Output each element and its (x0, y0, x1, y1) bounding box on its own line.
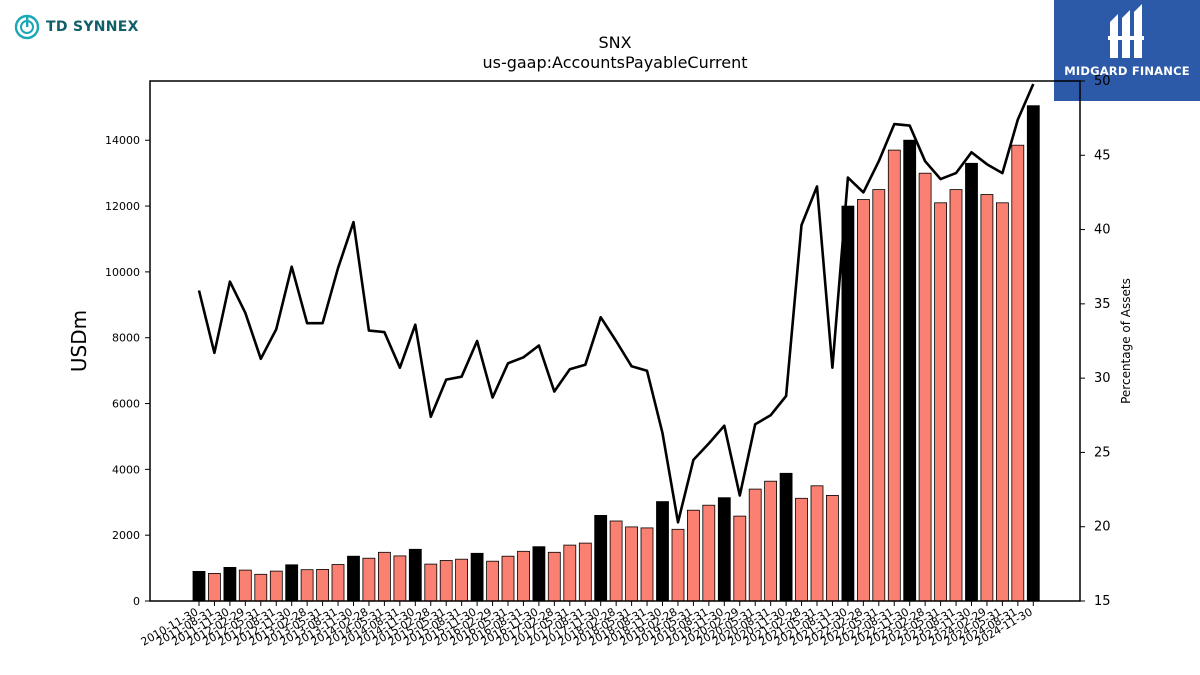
y-tick-label-12000: 12000 (105, 200, 140, 213)
right-axis-ticks: 15 20 25 30 35 40 45 50 (1080, 74, 1111, 609)
y2-tick-label-25: 25 (1094, 445, 1111, 460)
plot-frame (149, 80, 1081, 602)
bar-2013-02-28 (300, 569, 314, 602)
bar-2017-05-31 (563, 544, 577, 602)
bar-2023-11-30 (965, 162, 978, 602)
y-tick-label-2000: 2000 (112, 529, 140, 542)
y-tick-label-0: 0 (133, 595, 140, 608)
bar-2021-08-31 (826, 494, 839, 602)
y-tick-label-6000: 6000 (112, 398, 140, 411)
td-synnex-logo-text: TD SYNNEX (46, 19, 139, 35)
y2-tick-label-45: 45 (1094, 148, 1111, 163)
bar-2012-05-31 (254, 573, 268, 602)
chart-subtitle: us-gaap:AccountsPayableCurrent (482, 53, 748, 72)
y-tick-label-14000: 14000 (105, 134, 140, 147)
y2-tick-label-20: 20 (1094, 520, 1111, 535)
bar-2020-11-30 (779, 472, 793, 602)
bar-2014-05-31 (377, 551, 391, 602)
bar-2021-02-28 (795, 497, 808, 602)
bar-2012-08-31 (269, 570, 283, 602)
y-axis-label: USDm (67, 310, 91, 372)
line-group (197, 83, 1035, 524)
bar-2022-08-31 (887, 149, 901, 602)
y2-tick-label-40: 40 (1094, 223, 1111, 238)
bar-2018-08-31 (640, 527, 654, 602)
td-synnex-logo: TD SYNNEX (14, 14, 139, 40)
bar-2016-02-29 (486, 560, 500, 602)
bar-2020-02-29 (733, 515, 747, 602)
bar-2017-08-31 (578, 542, 592, 602)
percentage-of-assets-line (197, 83, 1035, 524)
bar-2022-02-28 (857, 199, 870, 602)
bar-2020-05-31 (748, 488, 762, 602)
bar-2021-05-31 (810, 485, 824, 602)
y2-tick-label-50: 50 (1094, 74, 1111, 89)
y2-tick-label-15: 15 (1094, 594, 1111, 609)
bar-2016-08-31 (517, 550, 530, 602)
bar-2015-11-30 (470, 552, 484, 602)
bar-2021-11-30 (841, 205, 855, 602)
bar-2012-11-30 (285, 564, 299, 602)
y-tick-label-8000: 8000 (112, 332, 140, 345)
left-axis-ticks: 0 2000 4000 6000 8000 10000 12000 14000 (105, 134, 150, 608)
bar-2015-08-31 (455, 558, 469, 602)
td-synnex-mark-icon (14, 14, 40, 40)
bar-2012-02-29 (238, 569, 252, 602)
bar-2018-02-28 (609, 520, 623, 602)
chart-title: SNX (598, 33, 632, 52)
bar-2017-02-28 (547, 551, 561, 602)
bar-2010-11-30 (192, 571, 206, 602)
bar-2020-08-31 (764, 480, 777, 602)
x-axis-ticks: 2010-11-302011-08-312011-11-302012-02-29… (139, 601, 1035, 649)
bar-2024-11-30 (1026, 105, 1040, 602)
y2-tick-label-30: 30 (1094, 371, 1111, 386)
bar-2016-05-31 (501, 555, 515, 602)
bar-2015-02-28 (424, 563, 438, 602)
y-tick-label-4000: 4000 (112, 463, 140, 476)
y-tick-label-10000: 10000 (105, 266, 140, 279)
bar-2019-05-31 (687, 509, 700, 602)
bar-2023-08-31 (949, 189, 963, 602)
bar-2015-05-31 (439, 560, 453, 602)
bar-2024-05-31 (996, 202, 1009, 602)
y2-axis-label: Percentage of Assets (1119, 278, 1133, 404)
midgard-finance-logo: MIDGARD FINANCE (1054, 0, 1200, 101)
bar-2018-05-31 (625, 526, 638, 602)
bar-2014-11-30 (408, 548, 422, 602)
bar-2023-05-31 (934, 202, 947, 602)
midgard-finance-logo-text: MIDGARD FINANCE (1064, 64, 1190, 78)
bar-2019-11-30 (717, 497, 731, 602)
bar-2022-05-31 (872, 189, 886, 602)
bar-2017-11-30 (594, 515, 608, 602)
y2-tick-label-35: 35 (1094, 297, 1111, 312)
bar-2014-08-31 (393, 555, 407, 602)
bar-2024-02-29 (980, 194, 994, 602)
bar-2016-11-30 (532, 546, 546, 602)
bar-2013-11-30 (347, 555, 360, 602)
bar-2011-11-30 (223, 567, 237, 602)
bar-2023-02-28 (918, 172, 932, 602)
bar-2018-11-30 (656, 501, 669, 602)
bar-2019-08-31 (702, 504, 716, 602)
bar-2022-11-30 (903, 139, 917, 602)
bar-2013-05-31 (316, 569, 330, 602)
midgard-mark-icon (1108, 4, 1144, 58)
bars-group (192, 105, 1040, 602)
bar-2011-08-31 (207, 573, 221, 602)
bar-2024-08-31 (1011, 144, 1025, 602)
bar-2014-02-28 (362, 557, 376, 602)
bar-2013-08-31 (331, 564, 345, 602)
bar-2019-02-28 (671, 528, 685, 602)
